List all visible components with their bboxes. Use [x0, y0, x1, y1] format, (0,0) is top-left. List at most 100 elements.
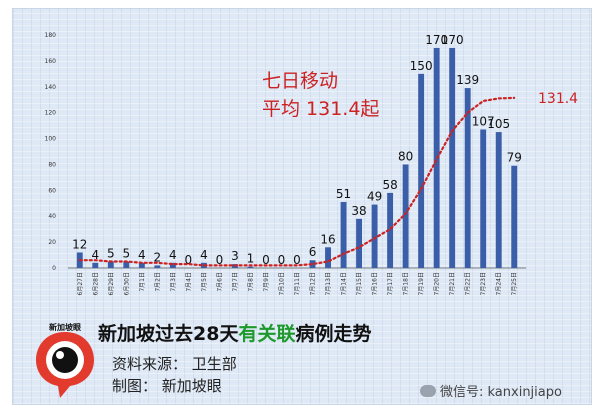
bar-value-label: 51: [336, 187, 351, 201]
bar: [402, 164, 409, 268]
bar-value-label: 5: [122, 247, 130, 261]
bar-value-label: 49: [367, 190, 382, 204]
bar-value-label: 2: [154, 250, 162, 264]
x-tick-label: 7月8日: [247, 272, 254, 292]
y-tick-label: 20: [48, 239, 56, 246]
data-source: 资料来源： 卫生部: [112, 355, 237, 373]
x-tick-label: 7月18日: [403, 272, 410, 295]
y-tick-label: 160: [45, 58, 57, 65]
y-tick-label: 140: [45, 84, 57, 91]
x-tick-label: 7月21日: [449, 272, 456, 295]
x-tick-label: 7月14日: [341, 272, 348, 295]
y-tick-label: 0: [52, 265, 56, 272]
bar-value-label: 170: [425, 33, 448, 47]
x-tick-label: 6月27日: [77, 272, 84, 295]
x-tick-label: 7月24日: [496, 272, 503, 295]
x-tick-label: 7月16日: [372, 272, 379, 295]
bar: [154, 265, 161, 268]
x-tick-label: 7月2日: [154, 272, 161, 292]
y-tick-label: 80: [48, 161, 56, 168]
bar-value-label: 0: [262, 253, 270, 267]
bar-value-label: 4: [200, 248, 208, 262]
bar-value-label: 5: [107, 247, 115, 261]
y-tick-label: 40: [48, 213, 56, 220]
moving-average-note-line2: 平均 131.4起: [262, 98, 380, 120]
x-tick-label: 7月12日: [310, 272, 317, 295]
bar: [123, 261, 130, 268]
x-tick-label: 7月3日: [170, 272, 177, 292]
x-tick-label: 7月25日: [511, 272, 518, 295]
moving-average-end-label: 131.4: [538, 91, 579, 107]
x-tick-label: 6月30日: [123, 272, 130, 295]
bar-value-label: 12: [72, 237, 87, 251]
bar: [340, 201, 347, 268]
bar: [480, 129, 487, 268]
watermark-text: 微信号: kanxinjiapo: [440, 385, 562, 400]
bar-value-label: 139: [456, 73, 479, 87]
x-tick-label: 7月22日: [465, 272, 472, 295]
bar: [418, 73, 425, 268]
xinjiapo-eye-logo: 新加坡眼: [36, 322, 94, 398]
bar-value-label: 1: [247, 252, 255, 266]
bar: [169, 262, 176, 268]
bar-value-label: 38: [351, 204, 366, 218]
x-tick-label: 6月28日: [92, 272, 99, 295]
moving-average-line: [78, 96, 516, 267]
bar-value-label: 6: [309, 245, 317, 259]
bar: [138, 262, 145, 268]
y-tick-label: 180: [45, 32, 57, 39]
x-tick-label: 7月15日: [356, 272, 363, 295]
chart-background: [12, 8, 592, 405]
wechat-icon: [420, 385, 436, 397]
bar-value-label: 16: [320, 232, 335, 246]
moving-average-note-line1: 七日移动: [262, 70, 339, 92]
bar-value-label: 4: [138, 248, 146, 262]
bar: [495, 132, 502, 268]
x-tick-label: 7月4日: [185, 272, 192, 292]
x-tick-label: 6月29日: [108, 272, 115, 295]
bar: [107, 261, 114, 268]
bar: [464, 88, 471, 268]
bar: [511, 165, 518, 268]
bar-value-label: 170: [441, 33, 464, 47]
bar-value-label: 0: [278, 253, 286, 267]
bar: [371, 204, 378, 268]
x-tick-label: 7月11日: [294, 272, 301, 295]
bar-value-label: 4: [91, 248, 99, 262]
x-tick-label: 7月19日: [418, 272, 425, 295]
x-tick-label: 7月6日: [216, 272, 223, 292]
x-tick-label: 7月20日: [434, 272, 441, 295]
bar: [356, 218, 363, 268]
bar-value-label: 107: [472, 114, 495, 128]
bar: [325, 247, 331, 268]
bar-value-label: 3: [231, 249, 239, 263]
title-prefix: 新加坡过去28天: [98, 323, 239, 345]
x-tick-label: 7月13日: [325, 272, 332, 295]
y-tick-label: 100: [45, 136, 57, 143]
bar-value-label: 0: [293, 253, 301, 267]
logo-text: 新加坡眼: [49, 322, 81, 332]
chart-maker: 制图： 新加坡眼: [112, 377, 222, 395]
y-tick-label: 120: [45, 110, 57, 117]
bar: [449, 47, 456, 268]
bar-value-label: 79: [507, 151, 522, 165]
bar-value-label: 105: [487, 117, 510, 131]
bar-value-label: 150: [410, 59, 433, 73]
chart-title: 新加坡过去28天有关联病例走势: [98, 319, 371, 346]
bar-value-label: 80: [398, 149, 413, 163]
x-tick-label: 7月23日: [480, 272, 487, 295]
title-highlight: 有关联: [238, 323, 296, 345]
bar-value-label: 0: [216, 253, 224, 267]
wechat-watermark: 微信号: kanxinjiapo: [420, 381, 562, 400]
bar-value-label: 58: [382, 178, 397, 192]
bar: [387, 192, 394, 268]
y-tick-label: 60: [48, 187, 56, 194]
x-tick-label: 7月10日: [278, 272, 285, 295]
x-tick-label: 7月17日: [387, 272, 394, 295]
title-suffix: 病例走势: [295, 323, 372, 345]
bar: [247, 266, 254, 268]
bar-value-label: 0: [185, 253, 193, 267]
bar-value-label: 4: [169, 248, 177, 262]
